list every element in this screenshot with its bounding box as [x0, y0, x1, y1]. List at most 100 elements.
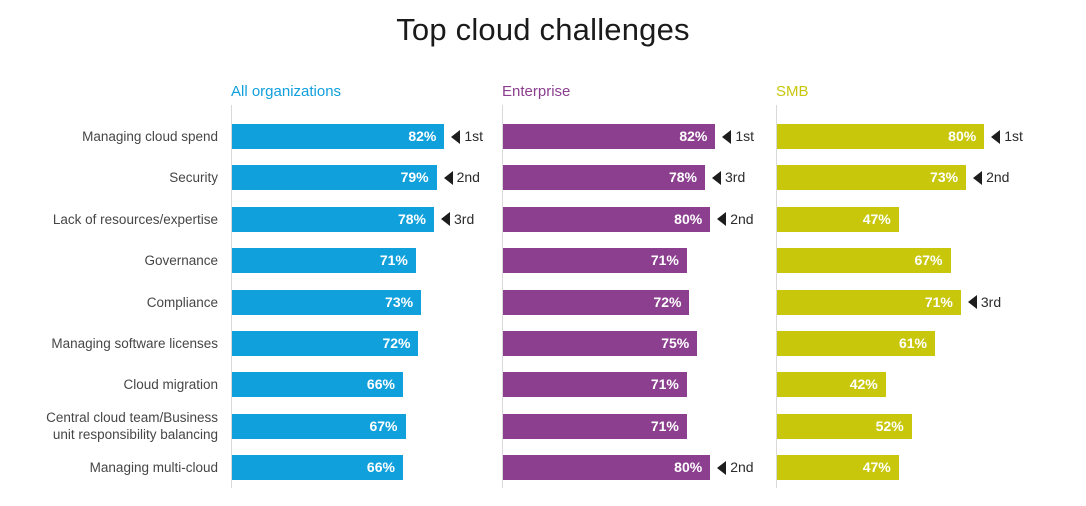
- bar-row: 66%: [232, 372, 1086, 398]
- bar-value-label: 66%: [366, 376, 395, 393]
- bar-value-label: 47%: [862, 459, 891, 476]
- bar-smb[interactable]: [777, 124, 985, 149]
- bar-value-label: 71%: [650, 417, 679, 434]
- bar-all_organizations[interactable]: [232, 413, 406, 439]
- bar-row: 73% 2nd: [777, 165, 1086, 191]
- rank-annotation: 1st: [451, 124, 483, 149]
- bar-enterprise[interactable]: [503, 248, 687, 274]
- category-label: Compliance: [146, 294, 218, 310]
- bar-smb[interactable]: [777, 455, 899, 481]
- bar-value-label: 80%: [674, 459, 703, 476]
- category-label: Security: [169, 170, 218, 186]
- rank-annotation: 3rd: [967, 290, 1001, 315]
- bar-enterprise[interactable]: [503, 331, 698, 356]
- bar-all_organizations[interactable]: [232, 165, 437, 191]
- rank-arrow-icon: [443, 170, 453, 185]
- rank-text: 1st: [464, 128, 484, 144]
- panel-header-smb: SMB: [776, 83, 809, 100]
- bar-smb[interactable]: [777, 331, 935, 356]
- rank-arrow-icon: [991, 129, 1001, 144]
- bar-all_organizations[interactable]: [232, 248, 416, 274]
- rank-text: 2nd: [730, 459, 754, 476]
- bar-smb[interactable]: [777, 413, 912, 439]
- rank-text: 2nd: [730, 210, 754, 227]
- bar-row: 71% 3rd: [777, 289, 1086, 315]
- rank-text: 3rd: [454, 210, 475, 227]
- bar-value-label: 67%: [369, 417, 398, 434]
- bar-row: 67%: [232, 413, 1086, 439]
- category-label: Governance: [144, 253, 218, 269]
- panel-header-all_organizations: All organizations: [231, 83, 342, 100]
- rank-arrow-icon: [722, 129, 732, 144]
- bar-enterprise[interactable]: [503, 124, 716, 149]
- axis-line-all_organizations: [231, 105, 232, 488]
- bar-row: 72%: [503, 289, 1086, 315]
- rank-text: 1st: [1004, 128, 1023, 144]
- bar-row: 61%: [777, 331, 1086, 356]
- rank-text: 2nd: [986, 169, 1010, 186]
- rank-text: 3rd: [725, 169, 746, 186]
- bar-value-label: 66%: [366, 459, 395, 476]
- rank-arrow-icon: [717, 460, 727, 475]
- bar-value-label: 73%: [930, 169, 959, 186]
- bar-smb[interactable]: [777, 289, 961, 315]
- rank-annotation: 2nd: [717, 455, 754, 480]
- bar-enterprise[interactable]: [503, 372, 687, 398]
- bar-value-label: 78%: [668, 169, 698, 186]
- bar-row: 71%: [232, 248, 1086, 274]
- bar-value-label: 80%: [674, 210, 703, 227]
- bar-all_organizations[interactable]: [232, 124, 445, 149]
- category-label: Lack of resources/expertise: [52, 211, 218, 227]
- bar-all_organizations[interactable]: [232, 206, 435, 232]
- bar-row: 52%: [777, 413, 1086, 439]
- bar-row: 80% 1st: [777, 124, 1086, 149]
- rank-arrow-icon: [967, 295, 977, 310]
- rank-arrow-icon: [451, 129, 461, 144]
- rank-annotation: 2nd: [717, 207, 754, 232]
- bar-row: 80% 2nd: [503, 455, 1086, 481]
- bar-row: 78% 3rd: [232, 206, 1086, 232]
- bar-row: 73%: [232, 289, 1086, 315]
- bar-enterprise[interactable]: [503, 455, 711, 481]
- bar-enterprise[interactable]: [503, 289, 690, 315]
- bar-enterprise[interactable]: [503, 206, 711, 232]
- bar-all_organizations[interactable]: [232, 289, 422, 315]
- category-label: Managing cloud spend: [82, 129, 218, 144]
- bar-row: 71%: [503, 413, 1086, 439]
- rank-annotation: 2nd: [973, 165, 1009, 190]
- bar-enterprise[interactable]: [503, 413, 687, 439]
- panel-header-enterprise: Enterprise: [502, 83, 571, 100]
- bar-all_organizations[interactable]: [232, 455, 403, 481]
- bar-smb[interactable]: [777, 248, 951, 274]
- bar-value-label: 82%: [408, 128, 437, 144]
- bar-row: 79% 2nd: [232, 165, 1086, 191]
- category-label: Managing software licenses: [51, 336, 218, 351]
- axis-line-enterprise: [502, 105, 503, 488]
- bar-smb[interactable]: [777, 206, 899, 232]
- bar-row: 71%: [503, 248, 1086, 274]
- rank-annotation: 2nd: [443, 165, 480, 190]
- axis-line-smb: [776, 105, 777, 488]
- rank-text: 2nd: [456, 169, 480, 186]
- bar-row: 82% 1st: [232, 124, 1086, 149]
- bar-all_organizations[interactable]: [232, 372, 403, 398]
- bar-value-label: 52%: [875, 417, 904, 434]
- bar-row: 47%: [777, 455, 1086, 481]
- bar-all_organizations[interactable]: [232, 331, 419, 356]
- bar-value-label: 71%: [924, 293, 953, 310]
- rank-arrow-icon: [712, 170, 722, 185]
- category-label: Central cloud team/Business unit respons…: [46, 410, 218, 443]
- rank-annotation: 3rd: [441, 207, 474, 232]
- bar-value-label: 72%: [382, 335, 411, 351]
- bar-value-label: 42%: [849, 376, 878, 393]
- category-label: Managing multi-cloud: [89, 460, 218, 476]
- bar-smb[interactable]: [777, 372, 886, 398]
- bar-row: 71%: [503, 372, 1086, 398]
- bar-enterprise[interactable]: [503, 165, 706, 191]
- bar-value-label: 47%: [862, 210, 891, 227]
- bar-value-label: 75%: [661, 335, 690, 351]
- bar-smb[interactable]: [777, 165, 967, 191]
